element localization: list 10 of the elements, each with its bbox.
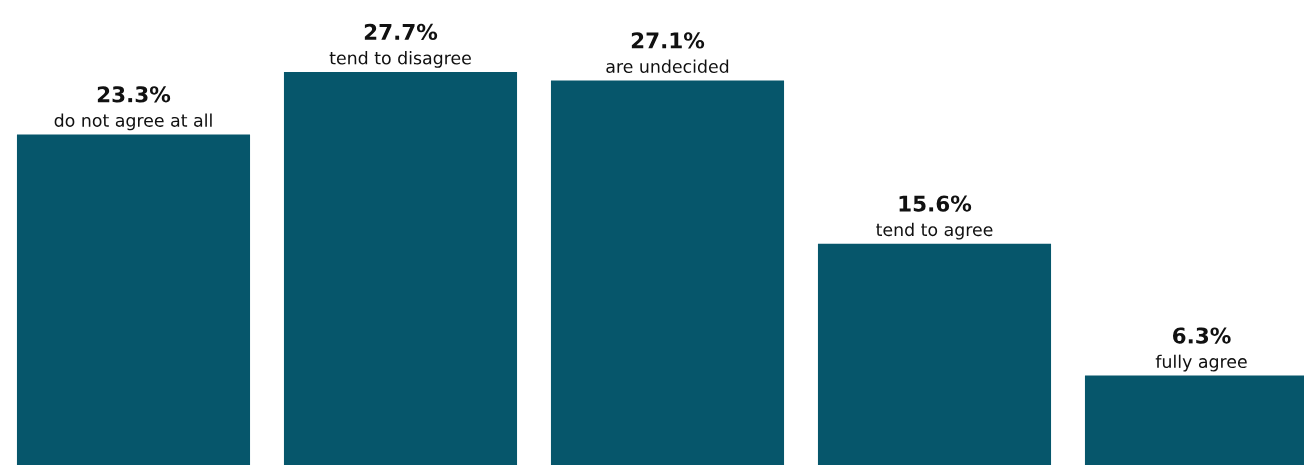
- x-tick-label: fully agree: [1155, 354, 1247, 372]
- data-label: 27.7%: [364, 23, 438, 41]
- data-label: 23.3%: [97, 86, 171, 103]
- x-tick-label: tend to agree: [876, 222, 993, 240]
- data-label: 6.3%: [1172, 327, 1231, 344]
- x-tick-label: tend to disagree: [329, 51, 471, 68]
- x-tick-label: are undecided: [606, 59, 729, 73]
- data-label: 15.6%: [899, 195, 972, 212]
- data-label: 27.1%: [631, 32, 705, 49]
- x-tick-label: do not agree at all: [54, 113, 212, 131]
